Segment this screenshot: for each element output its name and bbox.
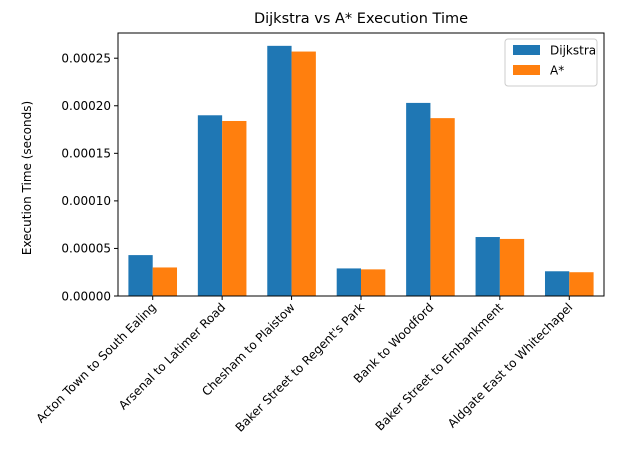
y-tick-label-2: 0.00010 [61,194,111,208]
x-tick-label-3: Baker Street to Regent's Park [233,300,368,435]
bar-dijkstra-2 [267,45,292,297]
bar-dijkstra-4 [406,102,431,296]
plot-frame [117,32,605,297]
legend: Dijkstra A* [504,38,598,87]
bar-astar-2 [291,51,316,296]
bar-astar-5 [499,238,525,296]
x-tick-label-0: Acton Town to South Ealing [33,300,158,425]
bar-astar-0 [152,267,178,296]
bars-group [128,45,594,297]
y-tick-label-1: 0.00005 [61,242,111,256]
chart-title: Dijkstra vs A* Execution Time [254,11,468,27]
x-tick-label-5: Baker Street to Embankment [373,300,507,434]
y-tick-label-4: 0.00020 [61,99,111,113]
y-axis-label: Execution Time (seconds) [20,101,34,255]
y-tick-label-5: 0.00025 [61,52,111,66]
bar-astar-1 [222,120,247,296]
y-axis-ticks: 0.00000 0.00005 0.00010 0.00015 0.00020 0.000… [61,52,118,303]
bar-astar-3 [361,269,386,296]
bar-dijkstra-6 [544,271,570,296]
bar-astar-6 [569,272,594,296]
bar-dijkstra-1 [197,115,223,296]
bar-dijkstra-5 [475,237,500,296]
bar-astar-4 [430,118,455,296]
legend-label-0: Dijkstra [550,44,596,58]
x-tick-label-6: Aldgate East to Whitechapel [445,300,575,430]
y-tick-label-3: 0.00015 [61,147,111,161]
bar-dijkstra-0 [128,255,153,296]
legend-label-1: A* [550,64,564,78]
bar-dijkstra-3 [336,268,361,296]
y-tick-label-0: 0.00000 [61,289,111,303]
legend-swatch-0 [513,45,540,55]
legend-swatch-1 [513,65,540,75]
